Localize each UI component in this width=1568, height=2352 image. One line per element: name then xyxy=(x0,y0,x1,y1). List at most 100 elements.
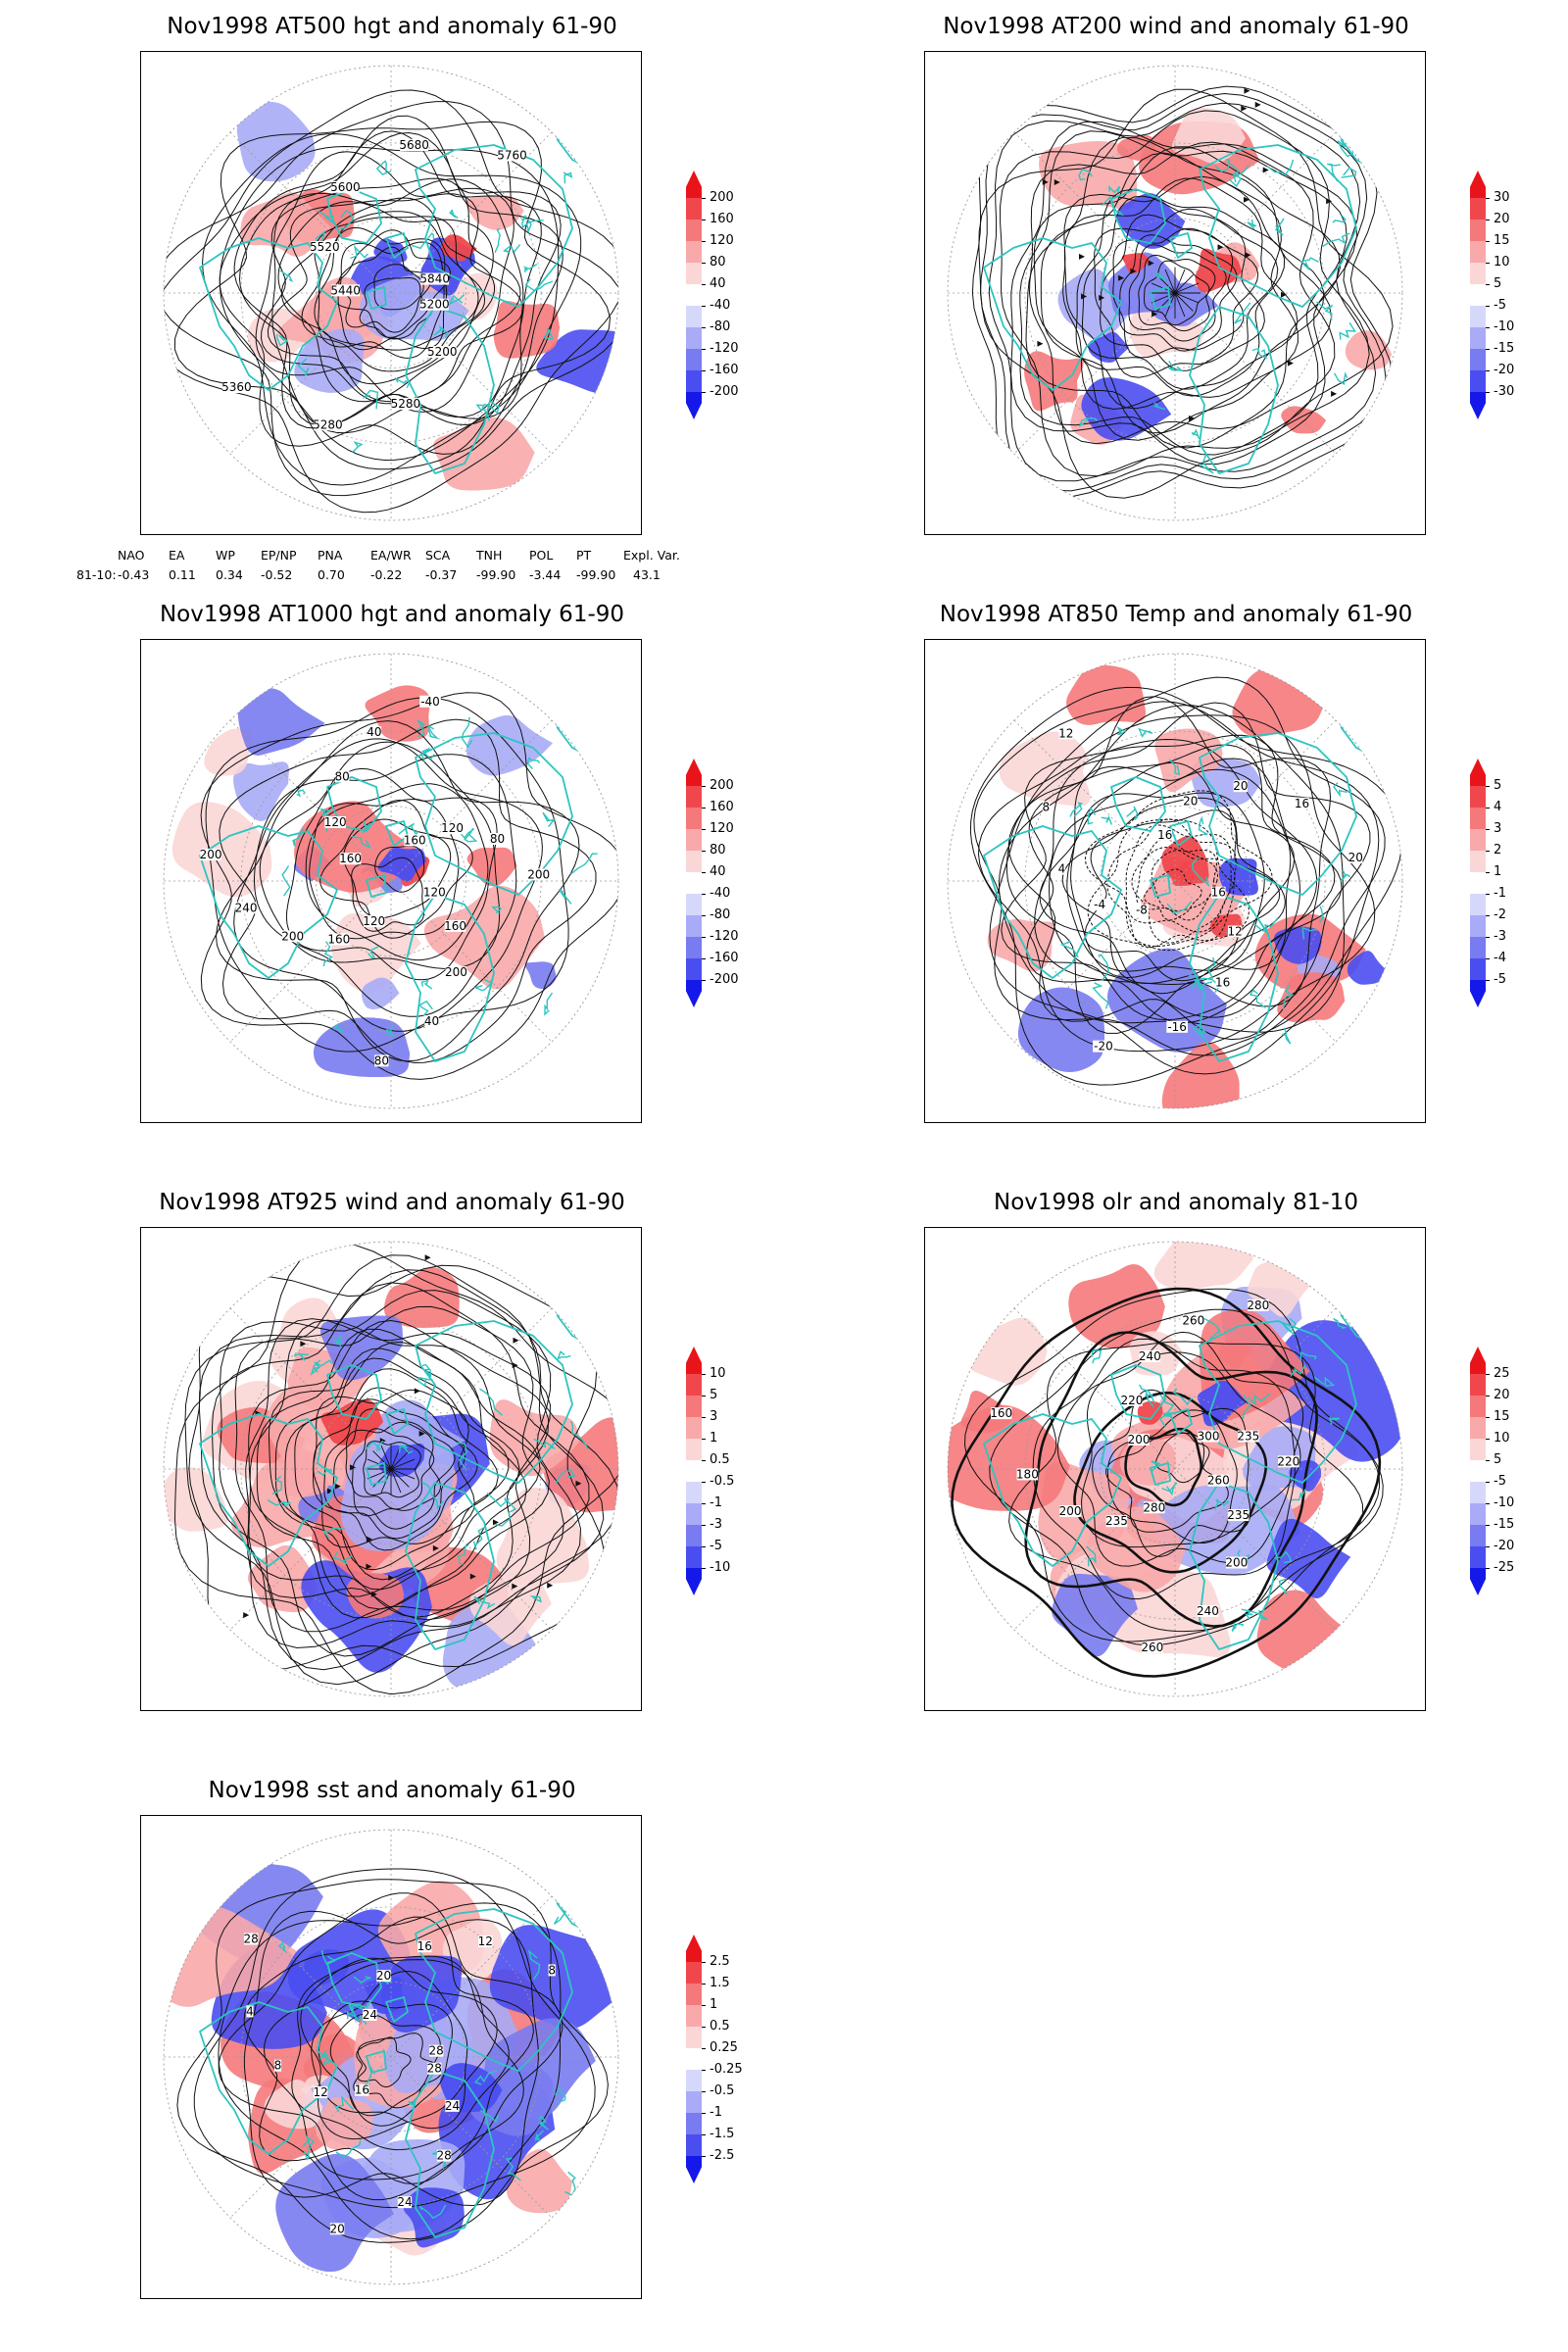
coastline xyxy=(1189,306,1279,474)
streamline xyxy=(390,1468,416,1480)
streamline xyxy=(1174,292,1194,312)
coastline xyxy=(278,1941,286,1953)
coastline xyxy=(1168,759,1181,776)
contour-label: -4 xyxy=(1094,898,1105,911)
coastline xyxy=(570,1420,589,1450)
contour-label: 24 xyxy=(363,2008,377,2022)
coastline xyxy=(983,1413,1122,1567)
colorbar-label: -5 xyxy=(1494,298,1506,313)
colorbar-tick xyxy=(1486,872,1490,873)
coastline xyxy=(303,2146,312,2161)
contour-label-bg xyxy=(478,1935,493,1947)
streamline-arrow xyxy=(1148,260,1154,267)
coastline xyxy=(1110,188,1166,244)
colorbar-label: -40 xyxy=(710,298,731,313)
colorbar-cell xyxy=(1470,786,1486,808)
anomaly-shading xyxy=(1161,835,1209,884)
colorbar-cell xyxy=(1470,349,1486,370)
colorbar-cell xyxy=(1470,759,1486,786)
coastline xyxy=(564,2171,576,2196)
coastline xyxy=(1200,1316,1222,1340)
panel-title: Nov1998 AT925 wind and anomaly 61-90 xyxy=(159,1190,625,1215)
anomaly-shading xyxy=(236,101,316,182)
contour-label-bg xyxy=(313,418,342,431)
coastline xyxy=(1199,144,1357,308)
contour-line xyxy=(998,705,1345,1033)
coastline xyxy=(1198,453,1214,474)
coastline xyxy=(1189,894,1279,1062)
colorbar-label: -4 xyxy=(1494,951,1506,965)
coastline xyxy=(1191,857,1210,888)
contour-label-bg xyxy=(1278,1455,1299,1468)
colorbar-cell xyxy=(686,851,702,872)
contour-line xyxy=(309,798,460,940)
colorbar-tick xyxy=(702,2048,706,2049)
coastline xyxy=(314,1359,333,1369)
colorbar-tick xyxy=(702,1568,706,1569)
contour-line xyxy=(1034,738,1318,986)
coastline xyxy=(505,2157,521,2181)
coastline xyxy=(1252,917,1279,934)
coastline xyxy=(1316,301,1334,321)
anomaly-shading xyxy=(361,977,400,1010)
colorbar-tick xyxy=(702,1546,706,1547)
coastline xyxy=(279,270,294,283)
contour-label: 28 xyxy=(429,2044,444,2058)
coastline xyxy=(385,1408,409,1435)
streamline xyxy=(1025,136,1341,449)
colorbar-cell xyxy=(1470,1347,1486,1374)
streamline xyxy=(1028,141,1336,445)
anomaly-shading xyxy=(1121,253,1151,274)
coastline xyxy=(267,1499,292,1507)
colorbar-tick xyxy=(702,198,706,199)
contour-label-bg xyxy=(1248,1298,1269,1311)
streamline xyxy=(188,1264,606,1671)
colorbar-tick xyxy=(702,1482,706,1483)
colorbar-label: 2 xyxy=(1494,843,1502,858)
contour-label: 16 xyxy=(1157,828,1172,842)
contour-label-bg xyxy=(363,915,385,928)
coastline xyxy=(1234,302,1251,324)
colorbar-tick xyxy=(702,2156,706,2157)
contour-label-bg xyxy=(328,933,350,946)
panel-at850-temp: Nov1998 AT850 Temp and anomaly 61-90 16 1… xyxy=(784,588,1568,1176)
colorbar-label: 5 xyxy=(1494,276,1502,291)
colorbar-cell xyxy=(1470,370,1486,392)
contour-line xyxy=(164,101,618,497)
coastline xyxy=(1247,219,1257,229)
streamline-arrow xyxy=(575,1480,582,1487)
coastline xyxy=(1337,139,1357,158)
streamline-arrow xyxy=(1254,101,1261,108)
anomaly-shading xyxy=(1347,951,1388,985)
contour-label-bg xyxy=(331,284,361,297)
colorbar-tick xyxy=(702,980,706,981)
contour-line xyxy=(951,1287,1382,1678)
colorbar-cell xyxy=(1470,872,1486,894)
contour-label-bg xyxy=(424,1014,439,1027)
colorbar-label: 120 xyxy=(710,233,734,248)
colorbar-cell xyxy=(686,1546,702,1568)
colorbar-tick xyxy=(1486,1439,1490,1440)
contour-line xyxy=(1005,696,1332,1034)
coastline xyxy=(421,1481,444,1510)
coastline xyxy=(473,978,493,992)
contour-label: -20 xyxy=(1094,1040,1113,1054)
coastline xyxy=(484,401,500,415)
colorbar-tick xyxy=(1486,894,1490,895)
map-rim xyxy=(947,653,1403,1109)
colorbar-label: 200 xyxy=(710,778,734,793)
tele-value: -0.37 xyxy=(425,567,458,582)
contour-label-bg xyxy=(374,1054,389,1067)
streamline-arrow xyxy=(350,1464,357,1471)
contour-line xyxy=(1066,792,1265,972)
panel-olr: Nov1998 olr and anomaly 81-10 260 235 200 2… xyxy=(784,1176,1568,1764)
streamline-arrow xyxy=(432,1544,439,1551)
contour-label-bg xyxy=(1226,1556,1248,1569)
coastline xyxy=(1249,989,1266,1008)
anomaly-shading xyxy=(331,912,421,995)
streamline xyxy=(390,1458,416,1470)
tele-value: 43.1 xyxy=(633,567,661,582)
streamline xyxy=(313,1389,475,1548)
streamline xyxy=(1019,130,1348,456)
contour-line xyxy=(205,697,569,1053)
